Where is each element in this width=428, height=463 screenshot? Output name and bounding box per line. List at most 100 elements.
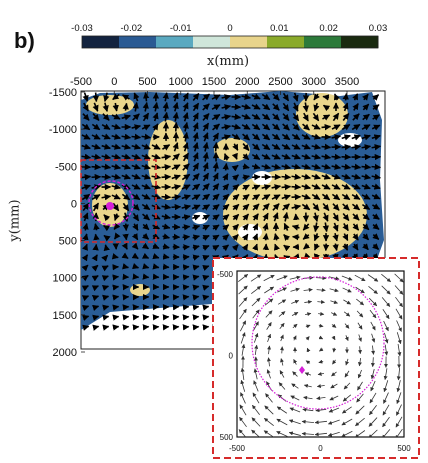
velocity-arrow <box>192 122 199 132</box>
inset-velocity-arrow <box>396 332 402 345</box>
inset-velocity-arrow <box>239 416 247 428</box>
velocity-arrow <box>242 163 250 170</box>
inset-velocity-arrow <box>251 429 260 437</box>
velocity-arrow <box>152 101 159 112</box>
velocity-arrow <box>171 194 182 201</box>
velocity-arrow <box>271 163 282 170</box>
velocity-arrow <box>222 193 230 201</box>
inset-velocity-arrow <box>368 286 378 294</box>
velocity-arrow <box>112 294 120 301</box>
velocity-arrow <box>141 242 149 250</box>
velocity-arrow <box>262 233 269 241</box>
inset-velocity-arrow <box>395 296 403 308</box>
velocity-arrow <box>122 263 130 270</box>
velocity-arrow <box>362 223 370 231</box>
velocity-arrow <box>152 223 160 230</box>
inset-velocity-arrow <box>315 276 327 281</box>
velocity-arrow <box>202 151 209 162</box>
velocity-arrow <box>111 183 121 190</box>
velocity-arrow <box>112 93 120 101</box>
velocity-arrow <box>121 143 131 150</box>
velocity-arrow <box>293 213 300 221</box>
velocity-arrow <box>82 324 90 331</box>
inset-velocity-arrow <box>303 287 313 292</box>
velocity-arrow <box>171 184 182 191</box>
inset-velocity-arrow <box>317 300 326 304</box>
inset-velocity-arrow <box>394 285 404 295</box>
inset-velocity-arrow <box>305 324 311 329</box>
velocity-arrow <box>181 204 191 211</box>
velocity-arrow <box>121 163 131 170</box>
velocity-arrow <box>261 113 271 121</box>
inset-velocity-arrow <box>305 360 311 365</box>
velocity-arrow <box>142 213 150 221</box>
velocity-arrow <box>361 173 372 180</box>
velocity-arrow <box>122 94 130 101</box>
inset-velocity-arrow <box>304 300 313 304</box>
velocity-arrow <box>182 274 190 281</box>
velocity-arrow <box>131 193 141 201</box>
velocity-arrow <box>242 184 250 191</box>
velocity-arrow <box>251 133 261 141</box>
velocity-arrow <box>291 133 301 141</box>
inset-velocity-arrow <box>331 371 337 377</box>
velocity-arrow <box>222 203 230 211</box>
velocity-arrow <box>111 143 121 150</box>
inset-velocity-arrow <box>290 395 300 401</box>
velocity-arrow <box>231 152 238 160</box>
velocity-arrow <box>192 284 200 291</box>
velocity-arrow <box>351 183 361 190</box>
velocity-arrow <box>211 104 221 111</box>
velocity-arrow <box>351 163 362 171</box>
velocity-arrow <box>152 273 160 280</box>
velocity-arrow <box>331 163 342 170</box>
inset-velocity-arrow <box>382 404 390 416</box>
velocity-arrow <box>362 103 370 111</box>
velocity-arrow <box>331 134 342 141</box>
velocity-arrow <box>311 133 321 140</box>
inset-velocity-arrow <box>240 332 246 344</box>
velocity-arrow <box>161 154 172 161</box>
colorbar-tick-label: 0.03 <box>369 23 388 34</box>
inset-velocity-arrow <box>303 384 312 388</box>
velocity-arrow <box>141 193 151 200</box>
velocity-arrow <box>371 173 381 180</box>
inset-velocity-arrow <box>332 347 337 353</box>
velocity-arrow <box>82 102 89 112</box>
velocity-arrow <box>131 133 142 141</box>
velocity-arrow <box>271 153 281 160</box>
velocity-arrow <box>261 184 271 191</box>
velocity-arrow <box>121 173 131 180</box>
inset-velocity-arrow <box>277 287 287 293</box>
inset-velocity-arrow <box>314 432 328 437</box>
velocity-arrow <box>352 93 359 101</box>
velocity-arrow <box>122 212 129 222</box>
inset-velocity-arrow <box>240 379 246 392</box>
inset-velocity-arrow <box>357 381 363 391</box>
velocity-arrow <box>92 324 100 331</box>
velocity-arrow <box>282 123 290 131</box>
x-tick-label: 3000 <box>302 76 326 88</box>
velocity-arrow <box>81 193 91 201</box>
velocity-arrow <box>322 203 330 211</box>
highlight-box <box>80 159 157 243</box>
x-tick-label: 3500 <box>335 76 359 88</box>
inset-velocity-arrow <box>329 288 339 293</box>
inset-velocity-arrow <box>354 274 366 282</box>
velocity-arrow <box>81 173 92 181</box>
velocity-arrow <box>121 193 131 201</box>
inset-velocity-arrow <box>328 407 340 413</box>
inset-velocity-arrow <box>344 370 350 378</box>
velocity-arrow <box>351 203 361 211</box>
inset-velocity-arrow <box>263 274 275 282</box>
velocity-arrow <box>221 94 232 101</box>
velocity-arrow <box>202 224 210 231</box>
inset-velocity-arrow <box>332 359 337 365</box>
velocity-arrow <box>121 183 131 190</box>
inset-velocity-arrow <box>369 309 377 319</box>
velocity-arrow <box>181 173 191 181</box>
velocity-arrow <box>91 123 101 131</box>
velocity-arrow <box>151 153 161 160</box>
velocity-arrow <box>92 92 100 103</box>
velocity-arrow <box>162 243 170 250</box>
